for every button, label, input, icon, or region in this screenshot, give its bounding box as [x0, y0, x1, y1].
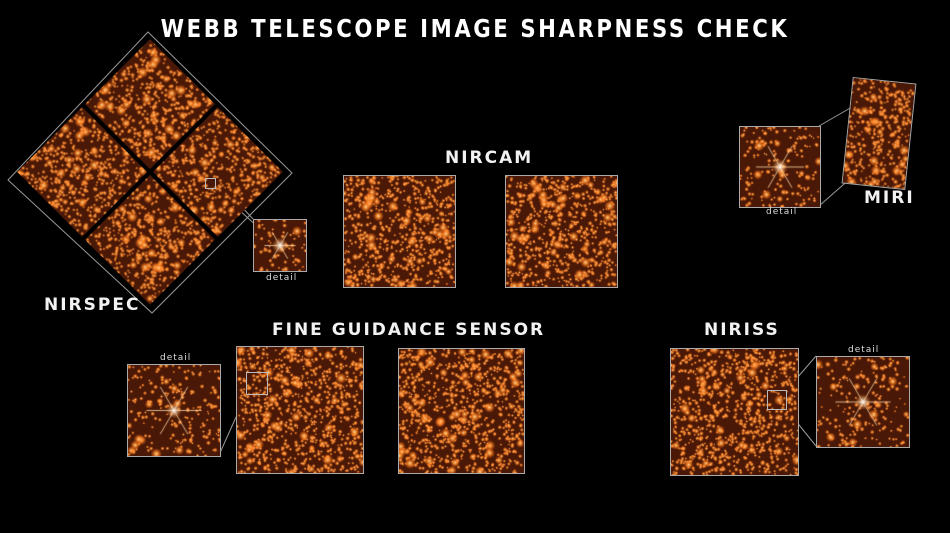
- niriss-detail-label: detail: [848, 345, 880, 355]
- nirspec-detail-marker: [205, 178, 216, 189]
- fgs-label: FINE GUIDANCE SENSOR: [272, 320, 546, 340]
- page-title: WEBB TELESCOPE IMAGE SHARPNESS CHECK: [160, 14, 790, 43]
- nircam-image-b: [505, 175, 618, 288]
- miri-detail-label: detail: [766, 207, 798, 217]
- nircam-label: NIRCAM: [445, 148, 534, 168]
- nirspec-detail-image: [253, 219, 307, 272]
- fgs-image-a: [236, 346, 364, 474]
- niriss-image: [670, 348, 799, 476]
- miri-image: [841, 76, 917, 191]
- nircam-image-a: [343, 175, 456, 288]
- nirspec-label: NIRSPEC: [44, 295, 141, 315]
- nirspec-detail-label: detail: [266, 273, 298, 283]
- fgs-image-b: [398, 348, 525, 474]
- nirspec-frame: [7, 31, 293, 314]
- miri-label: MIRI: [864, 188, 915, 208]
- niriss-label: NIRISS: [704, 320, 780, 340]
- miri-detail-image: [739, 126, 821, 208]
- niriss-detail-marker: [767, 390, 787, 410]
- fgs-detail-marker: [246, 372, 268, 395]
- niriss-detail-image: [816, 356, 910, 448]
- fgs-detail-image: [127, 364, 221, 457]
- fgs-detail-label: detail: [160, 353, 192, 363]
